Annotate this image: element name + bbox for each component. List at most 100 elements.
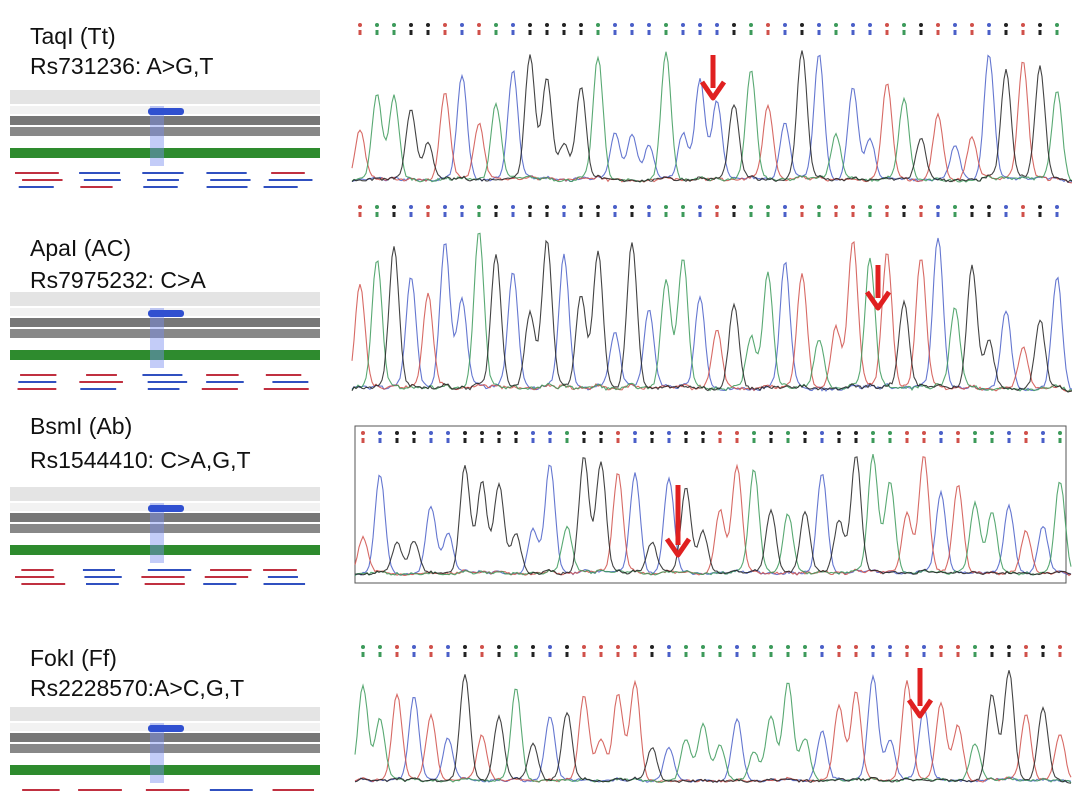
- base-letter: [613, 212, 617, 217]
- feature-label: [206, 186, 248, 188]
- feature-label: [263, 583, 306, 585]
- base-letter: [361, 438, 365, 443]
- base-letter: [851, 30, 855, 35]
- base-call: [463, 431, 467, 435]
- snp-arrow-head: [699, 80, 727, 101]
- base-call: [375, 205, 379, 209]
- base-call: [616, 431, 620, 435]
- base-call: [701, 645, 705, 649]
- trace-frame: [354, 425, 1067, 584]
- snp-highlight: [150, 503, 164, 563]
- feature-label: [147, 569, 192, 571]
- base-letter: [375, 30, 379, 35]
- base-call: [854, 645, 858, 649]
- base-letter: [511, 212, 515, 217]
- base-call: [803, 431, 807, 435]
- base-call: [817, 23, 821, 27]
- base-call: [752, 645, 756, 649]
- base-letter: [973, 438, 977, 443]
- base-letter: [701, 438, 705, 443]
- base-letter: [412, 438, 416, 443]
- feature-label: [203, 583, 237, 585]
- base-letter: [803, 652, 807, 657]
- base-letter: [888, 438, 892, 443]
- base-letter: [939, 438, 943, 443]
- base-letter: [732, 30, 736, 35]
- base-call: [905, 645, 909, 649]
- base-letter: [409, 30, 413, 35]
- base-letter: [562, 212, 566, 217]
- base-call: [647, 205, 651, 209]
- base-letter: [477, 30, 481, 35]
- base-call: [749, 205, 753, 209]
- base-letter: [429, 652, 433, 657]
- trace: [354, 682, 1072, 784]
- base-call: [392, 23, 396, 27]
- base-letter: [548, 438, 552, 443]
- base-call: [800, 23, 804, 27]
- base-letter: [378, 652, 382, 657]
- base-call: [375, 23, 379, 27]
- base-letter: [596, 212, 600, 217]
- snp-arrow-head: [906, 698, 934, 719]
- base-call: [378, 431, 382, 435]
- base-letter: [463, 652, 467, 657]
- base-letter: [888, 652, 892, 657]
- browser-toolbar: [10, 292, 320, 306]
- base-letter: [698, 212, 702, 217]
- feature-label: [143, 186, 178, 188]
- base-letter: [956, 438, 960, 443]
- base-call: [970, 205, 974, 209]
- base-letter: [392, 30, 396, 35]
- base-letter: [446, 438, 450, 443]
- base-letter: [565, 652, 569, 657]
- base-call: [1004, 205, 1008, 209]
- feature-label: [144, 583, 185, 585]
- base-call: [548, 645, 552, 649]
- base-call: [650, 431, 654, 435]
- base-call: [497, 645, 501, 649]
- base-letter: [786, 652, 790, 657]
- base-letter: [1024, 438, 1028, 443]
- base-call: [735, 431, 739, 435]
- base-call: [514, 431, 518, 435]
- base-call: [834, 23, 838, 27]
- base-call: [851, 205, 855, 209]
- base-letter: [953, 212, 957, 217]
- feature-label: [15, 172, 59, 174]
- feature-label: [79, 381, 123, 383]
- track-bar: [10, 148, 320, 158]
- base-letter: [494, 30, 498, 35]
- base-call: [698, 23, 702, 27]
- base-call: [1024, 645, 1028, 649]
- base-letter: [902, 212, 906, 217]
- base-call: [647, 23, 651, 27]
- base-letter: [803, 438, 807, 443]
- base-letter: [684, 438, 688, 443]
- feature-label: [82, 569, 115, 571]
- browser-toolbar: [10, 90, 320, 104]
- base-call: [531, 431, 535, 435]
- base-call: [837, 645, 841, 649]
- base-call: [681, 205, 685, 209]
- trace: [351, 237, 1072, 392]
- base-letter: [851, 212, 855, 217]
- base-letter: [854, 652, 858, 657]
- trace: [354, 679, 1072, 784]
- base-call: [477, 205, 481, 209]
- base-call: [426, 205, 430, 209]
- base-call: [885, 205, 889, 209]
- snp-arrow-head: [864, 290, 892, 311]
- base-call: [667, 431, 671, 435]
- feature-label: [272, 381, 309, 383]
- base-call: [446, 645, 450, 649]
- base-call: [613, 23, 617, 27]
- base-letter: [905, 652, 909, 657]
- feature-label: [141, 576, 185, 578]
- track-bar: [10, 765, 320, 775]
- base-letter: [650, 438, 654, 443]
- base-call: [511, 205, 515, 209]
- snp-highlight: [150, 723, 164, 783]
- sequence-row: [10, 733, 320, 742]
- base-letter: [800, 212, 804, 217]
